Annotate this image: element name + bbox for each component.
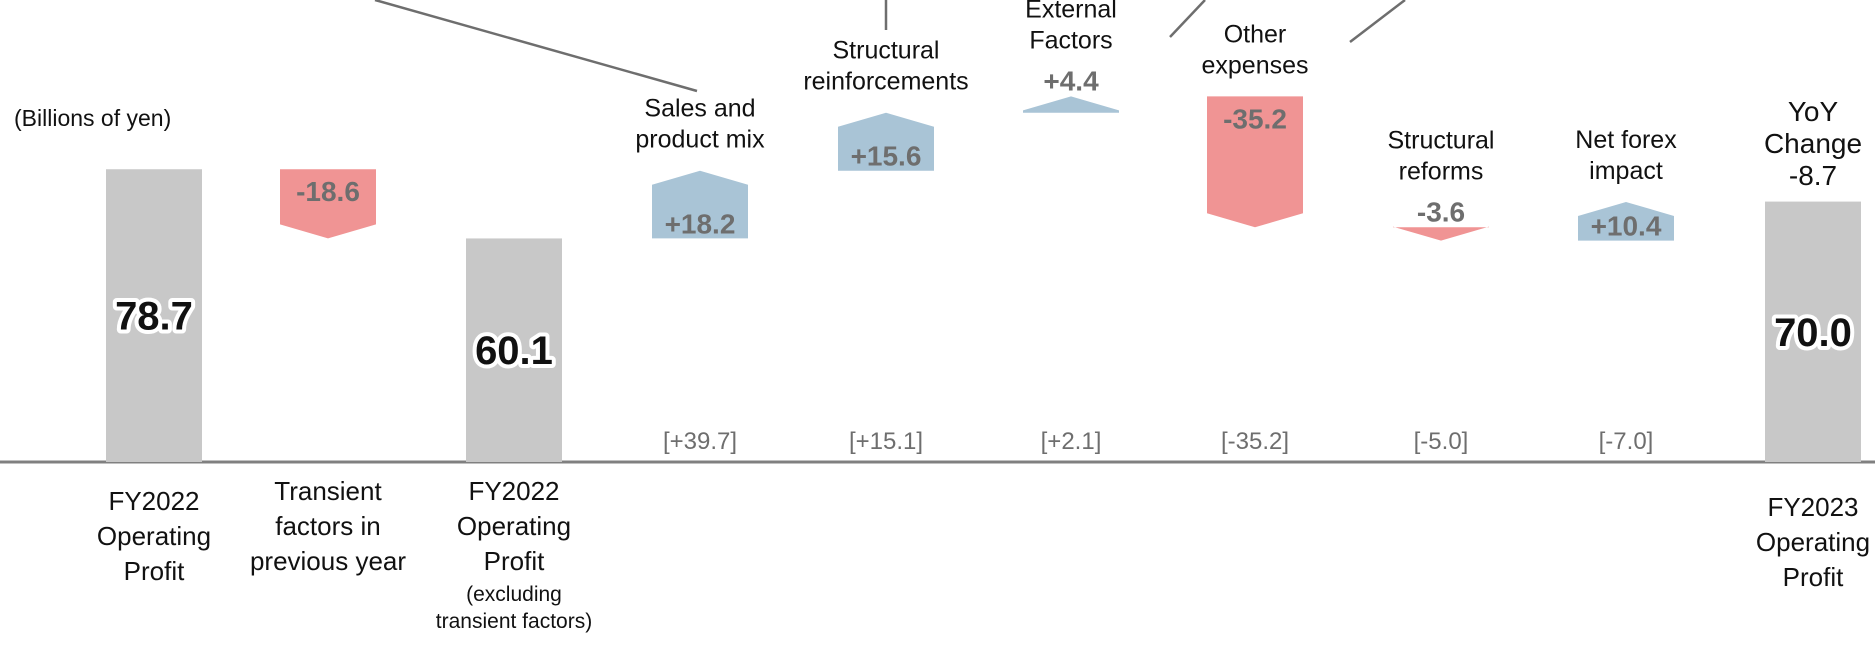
bracket-value-label: [-7.0] — [1599, 428, 1654, 455]
yoy-change-label: YoY — [1788, 96, 1839, 127]
decrease-bar — [1207, 96, 1303, 228]
category-label: FY2022 — [468, 476, 559, 506]
adjustment-name-label: product mix — [635, 126, 765, 154]
bar-value-label: 60.1 — [475, 329, 553, 373]
category-label: Operating — [1756, 527, 1870, 557]
adjustment-name-label: reinforcements — [803, 68, 968, 96]
yoy-change-label: -8.7 — [1789, 160, 1837, 191]
category-label: previous year — [250, 546, 406, 576]
decrease-bar — [280, 169, 376, 239]
delta-value-label: +4.4 — [1043, 65, 1099, 96]
total-bar — [1765, 201, 1861, 462]
connector-line — [374, 0, 698, 93]
category-note: (excluding — [466, 583, 562, 606]
category-label: Operating — [457, 511, 571, 541]
category-label: Profit — [1783, 562, 1844, 592]
category-label: FY2022 — [108, 486, 199, 516]
adjustment-name-label: Sales and — [644, 95, 755, 123]
delta-value-label: -35.2 — [1223, 103, 1287, 134]
unit-label: (Billions of yen) — [14, 105, 171, 131]
bracket-value-label: [+15.1] — [849, 428, 923, 455]
delta-value-label: -18.6 — [296, 176, 360, 207]
bar-value-label: 70.0 — [1774, 311, 1852, 355]
category-label: Transient — [274, 476, 382, 506]
increase-bar — [1023, 96, 1119, 113]
adjustment-name-label: Structural — [833, 37, 940, 65]
bracket-value-label: [-5.0] — [1414, 428, 1469, 455]
bracket-value-label: [+39.7] — [663, 428, 737, 455]
bracket-value-label: [-35.2] — [1221, 428, 1289, 455]
total-bar — [466, 238, 562, 462]
total-bar — [106, 169, 202, 462]
connector-line — [1349, 0, 1406, 43]
adjustment-name-label: Factors — [1029, 26, 1112, 54]
delta-value-label: -3.6 — [1417, 196, 1465, 227]
adjustment-name-label: reforms — [1399, 157, 1484, 185]
adjustment-name-label: expenses — [1201, 51, 1308, 79]
bar-value-label: 78.7 — [115, 295, 193, 339]
increase-bar — [652, 170, 748, 239]
bracket-value-label: [+2.1] — [1041, 428, 1102, 455]
adjustment-name-label: Other — [1224, 20, 1287, 48]
delta-value-label: +15.6 — [851, 141, 922, 172]
delta-value-label: +10.4 — [1591, 211, 1662, 242]
category-note: transient factors) — [436, 610, 592, 633]
adjustment-name-label: impact — [1589, 157, 1663, 185]
category-label: FY2023 — [1767, 492, 1858, 522]
increase-bar — [1578, 201, 1674, 241]
category-label: Profit — [484, 546, 545, 576]
connector-lines — [374, 0, 1406, 93]
yoy-change-label: Change — [1764, 128, 1862, 159]
category-label: Profit — [124, 556, 185, 586]
increase-bar — [838, 112, 934, 171]
category-label: factors in — [275, 511, 381, 541]
category-label: Operating — [97, 521, 211, 551]
connector-line — [1169, 0, 1206, 38]
adjustment-name-label: External — [1025, 0, 1117, 23]
adjustment-name-label: Net forex — [1575, 126, 1677, 154]
delta-value-label: +18.2 — [665, 208, 736, 239]
decrease-bar — [1393, 226, 1489, 241]
adjustment-name-label: Structural — [1388, 126, 1495, 154]
